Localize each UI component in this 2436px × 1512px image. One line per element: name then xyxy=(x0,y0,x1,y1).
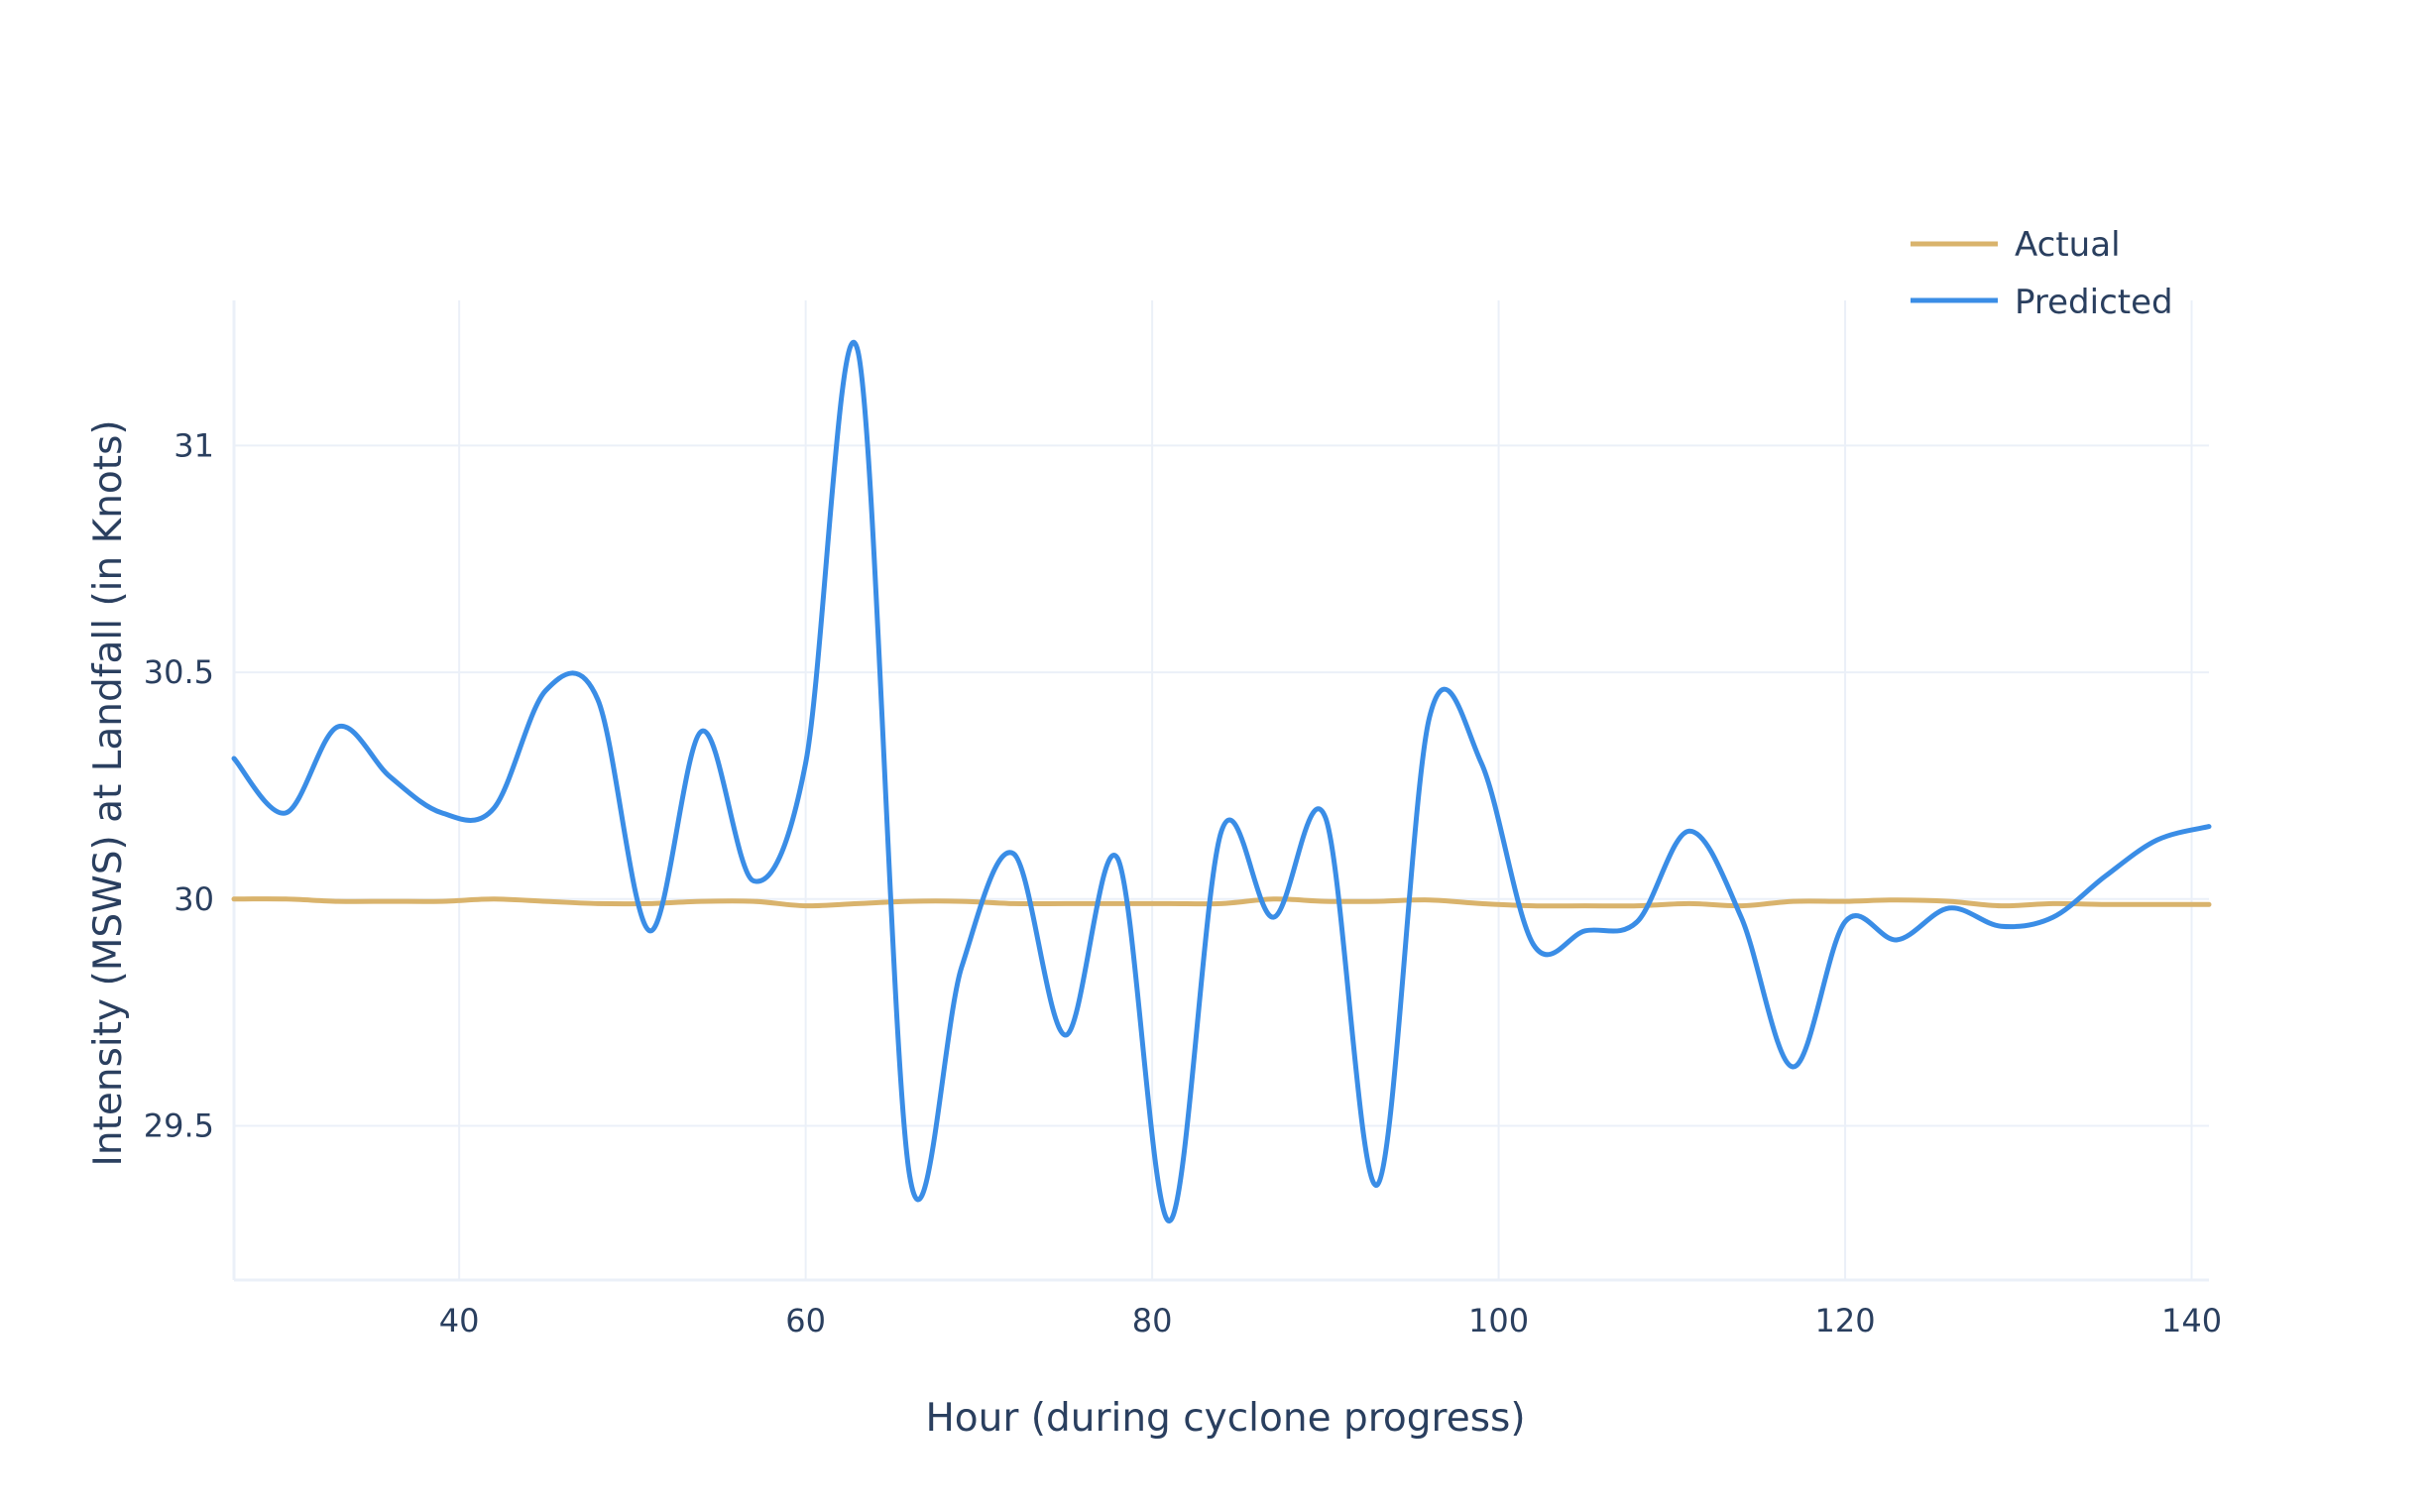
y-tick-label: 31 xyxy=(174,426,214,464)
axes xyxy=(232,300,2209,1282)
grid-lines xyxy=(234,300,2209,1280)
legend-label-predicted: Predicted xyxy=(2015,283,2173,322)
y-tick-label: 30.5 xyxy=(144,653,214,691)
series-line-predicted[interactable] xyxy=(231,339,2212,1224)
x-tick-label: 40 xyxy=(439,1302,480,1339)
x-axis-title: Hour (during cyclone progress) xyxy=(925,1396,1525,1441)
series-line-actual[interactable] xyxy=(231,896,2212,909)
legend-label-actual: Actual xyxy=(2015,225,2121,265)
y-tick-label: 29.5 xyxy=(144,1106,214,1144)
x-tick-label: 60 xyxy=(785,1302,826,1339)
y-axis-title: Intensity (MSWS) at Landfall (in Knots) xyxy=(86,419,131,1166)
tick-labels: 40 60 80 100 120 140 29.5 30 30.5 31 xyxy=(144,426,2222,1339)
x-tick-label: 140 xyxy=(2161,1302,2222,1339)
y-tick-label: 30 xyxy=(174,880,214,918)
x-tick-label: 100 xyxy=(1468,1302,1529,1339)
series-lines xyxy=(231,339,2212,1224)
x-tick-label: 120 xyxy=(1815,1302,1876,1339)
x-tick-label: 80 xyxy=(1132,1302,1173,1339)
legend[interactable]: Actual Predicted xyxy=(1911,225,2173,322)
